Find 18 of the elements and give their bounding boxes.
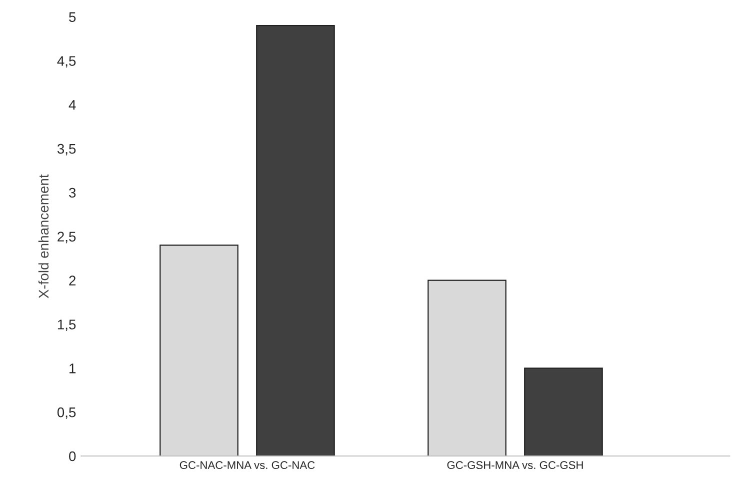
bar [428, 280, 506, 456]
y-tick-label: 0 [69, 451, 76, 462]
y-tick-label: 4 [68, 100, 76, 110]
y-axis-title: X-fold enhancement [38, 174, 49, 298]
y-tick-label: 1 [70, 364, 76, 374]
bar [256, 25, 335, 456]
y-tick-label: 5 [69, 12, 76, 22]
y-tick-label: 0,5 [57, 407, 76, 419]
bar [524, 368, 603, 456]
y-tick-label: 1,5 [58, 320, 76, 332]
y-tick-label: 3,5 [57, 144, 76, 156]
x-tick-label: GC-NAC-MNA vs. GC-NAC [180, 461, 315, 470]
x-tick-label: GC-GSH-MNA vs. GC-GSH [447, 461, 583, 470]
y-tick-label: 4,5 [57, 56, 76, 68]
y-tick-label: 2 [69, 276, 76, 286]
bar [160, 244, 238, 456]
y-tick-label: 3 [69, 188, 76, 198]
y-tick-label: 2,5 [58, 232, 76, 244]
